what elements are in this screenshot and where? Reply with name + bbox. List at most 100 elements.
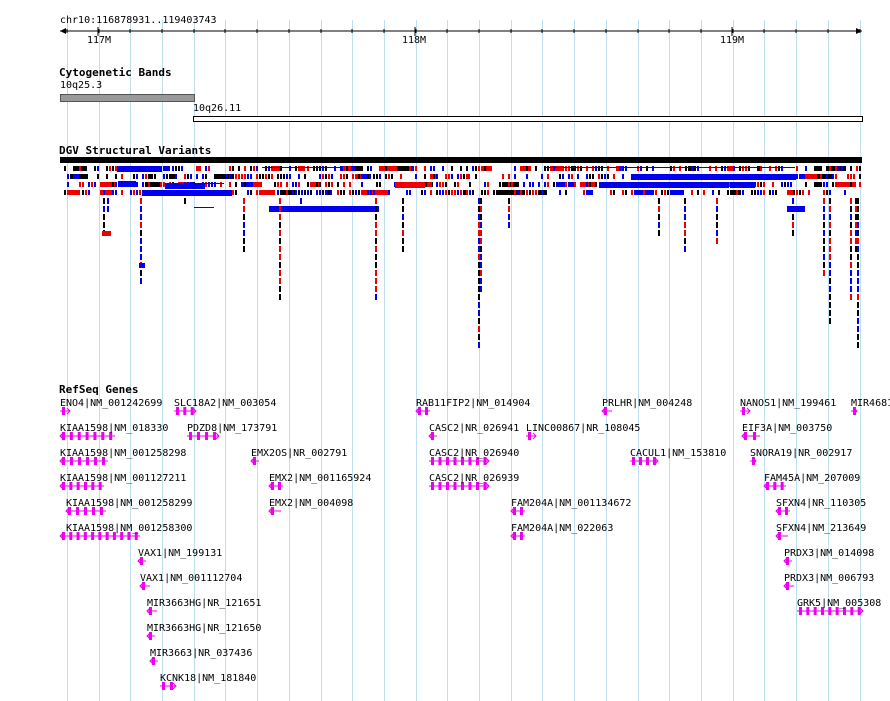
- dgv-variant: [478, 166, 480, 171]
- dgv-variant: [661, 190, 663, 195]
- gene-label[interactable]: MIR4681: [851, 398, 890, 409]
- dgv-variant: [166, 174, 168, 179]
- gene-label[interactable]: PRDX3|NM_006793: [784, 573, 875, 584]
- gene-label[interactable]: CASC2|NR_026939: [429, 473, 520, 484]
- dgv-variant: [658, 198, 660, 204]
- gene-label[interactable]: VAX1|NM_199131: [138, 548, 223, 559]
- gene-label[interactable]: FAM204A|NM_001134672: [511, 498, 632, 509]
- dgv-variant: [112, 166, 114, 171]
- cytoband-10q25-3[interactable]: [60, 94, 195, 102]
- gene-label[interactable]: NANOS1|NM_199461: [740, 398, 837, 409]
- dgv-variant: [829, 262, 831, 268]
- gene-label[interactable]: EMX2|NM_004098: [269, 498, 354, 509]
- gene-label[interactable]: CACUL1|NM_153810: [630, 448, 727, 459]
- gene-label[interactable]: PRLHR|NM_004248: [602, 398, 693, 409]
- dgv-structural-variants-track[interactable]: [0, 0, 890, 360]
- gene-label[interactable]: PRDX3|NM_014098: [784, 548, 875, 559]
- dgv-variant: [832, 174, 834, 179]
- gene-label[interactable]: SFXN4|NM_213649: [776, 523, 867, 534]
- dgv-variant: [478, 302, 480, 308]
- dgv-variant: [850, 286, 852, 292]
- dgv-variant: [295, 190, 297, 195]
- gene-label[interactable]: EMX2|NM_001165924: [269, 473, 372, 484]
- gene-label[interactable]: KIAA1598|NM_001127211: [60, 473, 187, 484]
- dgv-variant: [478, 230, 480, 236]
- gene-label[interactable]: MIR3663|NR_037436: [150, 648, 253, 659]
- gene-label[interactable]: KIAA1598|NM_001258298: [60, 448, 187, 459]
- dgv-variant: [760, 190, 762, 195]
- gene-label[interactable]: FAM204A|NM_022063: [511, 523, 614, 534]
- gene-label[interactable]: VAX1|NM_001112704: [140, 573, 243, 584]
- dgv-variant: [115, 190, 117, 195]
- gene-glyph: [174, 407, 197, 415]
- gene-label[interactable]: MIR3663HG|NR_121650: [147, 623, 262, 634]
- dgv-variant: [322, 174, 324, 179]
- gene-label[interactable]: CASC2|NR_026941: [429, 423, 520, 434]
- dgv-variant: [478, 278, 480, 284]
- dgv-variant: [436, 190, 438, 195]
- gene-glyph: [146, 632, 155, 640]
- dgv-variant: [652, 190, 654, 195]
- ruler[interactable]: [0, 0, 890, 50]
- gene-label[interactable]: KIAA1598|NM_018330: [60, 423, 169, 434]
- dgv-variant: [85, 166, 87, 171]
- dgv-variant: [379, 182, 381, 187]
- dgv-variant: [367, 190, 369, 195]
- gene-label[interactable]: KCNK18|NM_181840: [160, 673, 257, 684]
- dgv-variant: [511, 182, 513, 187]
- dgv-variant: [625, 166, 627, 171]
- dgv-summary-bar[interactable]: [60, 157, 862, 163]
- dgv-variant: [805, 166, 807, 171]
- gene-label[interactable]: MIR3663HG|NR_121651: [147, 598, 262, 609]
- dgv-variant: [375, 222, 377, 228]
- dgv-variant: [796, 190, 798, 195]
- gene-label[interactable]: ENO4|NM_001242699: [60, 398, 163, 409]
- dgv-variant: [703, 190, 705, 195]
- gene-glyph: [526, 432, 537, 440]
- gene-label[interactable]: KIAA1598|NM_001258300: [66, 523, 193, 534]
- dgv-variant: [229, 174, 231, 179]
- gene-glyph: [783, 582, 794, 590]
- gene-label[interactable]: RAB11FIP2|NM_014904: [416, 398, 531, 409]
- dgv-variant: [280, 174, 282, 179]
- gene-label[interactable]: SFXN4|NR_110305: [776, 498, 867, 509]
- gene-glyph: [65, 507, 106, 515]
- gene-label[interactable]: EIF3A|NM_003750: [742, 423, 833, 434]
- dgv-variant: [850, 294, 852, 300]
- dgv-variant: [163, 182, 165, 187]
- dgv-variant: [175, 174, 177, 179]
- dgv-variant: [295, 182, 297, 187]
- dgv-variant: [85, 174, 87, 179]
- dgv-variant: [307, 182, 309, 187]
- dgv-variant: [480, 286, 482, 292]
- gene-glyph: [630, 457, 659, 465]
- gene-label[interactable]: SNORA19|NR_002917: [750, 448, 853, 459]
- dgv-variant: [289, 174, 291, 179]
- dgv-variant: [340, 174, 342, 179]
- gene-label[interactable]: PDZD8|NM_173791: [187, 423, 278, 434]
- dgv-variant: [589, 182, 591, 187]
- dgv-variant: [279, 294, 281, 300]
- gene-label[interactable]: EMX2OS|NR_002791: [251, 448, 348, 459]
- dgv-variant: [300, 198, 302, 204]
- gene-label[interactable]: CASC2|NR_026940: [429, 448, 520, 459]
- gene-label[interactable]: KIAA1598|NM_001258299: [66, 498, 193, 509]
- gene-label[interactable]: SLC18A2|NM_003054: [174, 398, 277, 409]
- gene-glyph: [429, 457, 490, 465]
- dgv-variant: [478, 310, 480, 316]
- gene-label[interactable]: LINC00867|NR_108045: [526, 423, 641, 434]
- dgv-variant: [787, 206, 805, 212]
- dgv-variant: [139, 263, 145, 268]
- dgv-variant: [844, 190, 846, 195]
- dgv-variant: [553, 182, 555, 187]
- dgv-variant: [790, 182, 792, 187]
- gene-label[interactable]: FAM45A|NM_207009: [764, 473, 861, 484]
- gene-label[interactable]: GRK5|NM_005308: [797, 598, 882, 609]
- dgv-variant: [857, 230, 859, 236]
- dgv-variant: [739, 190, 741, 195]
- dgv-variant: [823, 182, 825, 187]
- dgv-variant: [580, 166, 582, 171]
- cytoband-10q26-11[interactable]: [193, 116, 863, 122]
- dgv-variant: [857, 334, 859, 340]
